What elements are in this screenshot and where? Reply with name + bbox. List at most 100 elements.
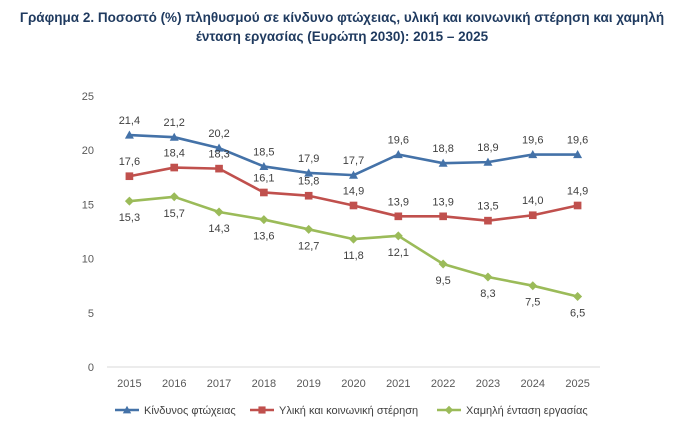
data-point [214, 207, 224, 217]
data-point [349, 234, 358, 244]
data-point [304, 191, 313, 200]
data-label: 18,4 [164, 148, 185, 160]
data-label: 14,9 [343, 185, 364, 197]
data-label: 15,3 [119, 212, 140, 224]
data-point [484, 216, 492, 225]
series-line [129, 195, 578, 298]
data-label: 13,9 [432, 196, 453, 208]
data-label: 18,5 [253, 146, 274, 158]
legend[interactable]: Κίνδυνος φτώχειας Υλική και κοινωνική στέ… [115, 405, 588, 417]
data-point [260, 188, 268, 197]
series-2 [125, 163, 582, 225]
x-tick-label: 2015 [117, 378, 141, 390]
data-label: 14,9 [567, 185, 588, 197]
legend-label: Χαμηλή ένταση εργασίας [466, 405, 588, 417]
data-label: 16,1 [253, 172, 274, 184]
data-label: 11,8 [343, 250, 364, 262]
legend-item-2[interactable]: Υλική και κοινωνική στέρηση [250, 405, 418, 417]
data-label: 13,9 [388, 196, 409, 208]
x-tick-label: 2020 [341, 378, 365, 390]
data-label: 6,5 [570, 308, 585, 320]
y-tick-label: 15 [82, 199, 94, 211]
x-tick-label: 2016 [162, 378, 186, 390]
data-label: 15,7 [164, 208, 185, 220]
data-point [393, 231, 403, 241]
data-point [169, 192, 179, 202]
data-label: 18,9 [477, 142, 498, 154]
data-point [483, 157, 493, 166]
data-point [438, 259, 448, 269]
data-label: 12,1 [388, 247, 409, 259]
data-label: 14,3 [208, 223, 229, 235]
data-label: 8,3 [480, 288, 495, 300]
data-label: 17,7 [343, 155, 364, 167]
data-label: 17,9 [298, 153, 319, 165]
data-point [259, 215, 269, 225]
y-tick-label: 0 [88, 362, 94, 374]
x-tick-label: 2021 [386, 378, 410, 390]
legend-item-3[interactable]: Χαμηλή ένταση εργασίας [437, 405, 588, 417]
data-point [528, 281, 538, 291]
series-1 [124, 130, 583, 179]
data-point [170, 163, 179, 172]
data-point [349, 170, 358, 179]
data-label: 21,4 [119, 115, 140, 127]
data-point [349, 201, 358, 210]
data-label: 13,5 [477, 201, 498, 213]
legend-marker-icon [122, 405, 132, 414]
data-point [215, 164, 223, 173]
data-point [483, 272, 493, 282]
data-label: 18,8 [432, 143, 453, 155]
x-tick-label: 2024 [521, 378, 545, 390]
data-label: 17,6 [119, 156, 140, 168]
data-point [439, 212, 447, 221]
y-tick-label: 10 [82, 254, 94, 266]
data-label: 12,7 [298, 240, 319, 252]
y-tick-label: 20 [82, 145, 94, 157]
data-label: 13,6 [253, 231, 274, 243]
series-group [124, 130, 583, 302]
data-point [573, 292, 583, 302]
data-label: 20,2 [208, 128, 229, 140]
data-label: 19,6 [388, 135, 409, 147]
data-point [125, 172, 134, 181]
legend-marker-icon [258, 406, 266, 414]
data-point [304, 224, 314, 234]
chart-title: Γράφημα 2. Ποσοστό (%) πληθυσμού σε κίνδ… [0, 8, 684, 46]
chart-title-line-2: ένταση εργασίας (Ευρώπη 2030): 2015 – 20… [195, 29, 489, 44]
data-label: 21,2 [164, 117, 185, 129]
legend-item-1[interactable]: Κίνδυνος φτώχειας [115, 405, 236, 417]
legend-marker-icon [444, 405, 454, 415]
series-3 [124, 192, 583, 302]
x-tick-label: 2022 [431, 378, 455, 390]
legend-label: Κίνδυνος φτώχειας [144, 405, 236, 417]
y-tick-label: 25 [82, 91, 94, 103]
y-tick-label: 5 [88, 308, 94, 320]
data-label: 18,3 [208, 149, 229, 161]
data-point [214, 143, 224, 152]
data-point [304, 168, 314, 177]
data-label: 14,0 [522, 195, 543, 207]
data-point [573, 201, 582, 210]
data-label: 7,5 [525, 297, 540, 309]
data-point [169, 132, 179, 141]
x-tick-label: 2019 [296, 378, 320, 390]
x-tick-label: 2018 [252, 378, 276, 390]
x-tick-label: 2023 [476, 378, 500, 390]
data-point [438, 158, 448, 167]
data-label: 19,6 [567, 135, 588, 147]
data-point [528, 211, 537, 220]
data-point [393, 150, 403, 159]
chart-title-line-1: Γράφημα 2. Ποσοστό (%) πληθυσμού σε κίνδ… [19, 10, 665, 25]
legend-label: Υλική και κοινωνική στέρηση [279, 405, 418, 417]
data-label: 15,8 [298, 176, 319, 188]
x-tick-label: 2025 [565, 378, 589, 390]
data-point [528, 150, 538, 159]
data-labels: 21,4 21,2 20,2 18,5 17,9 17,7 19,6 18,8 18,9 19,6… [119, 115, 589, 320]
data-label: 19,6 [522, 135, 543, 147]
data-label: 9,5 [435, 275, 450, 287]
data-point [394, 212, 403, 221]
data-point [124, 196, 134, 206]
